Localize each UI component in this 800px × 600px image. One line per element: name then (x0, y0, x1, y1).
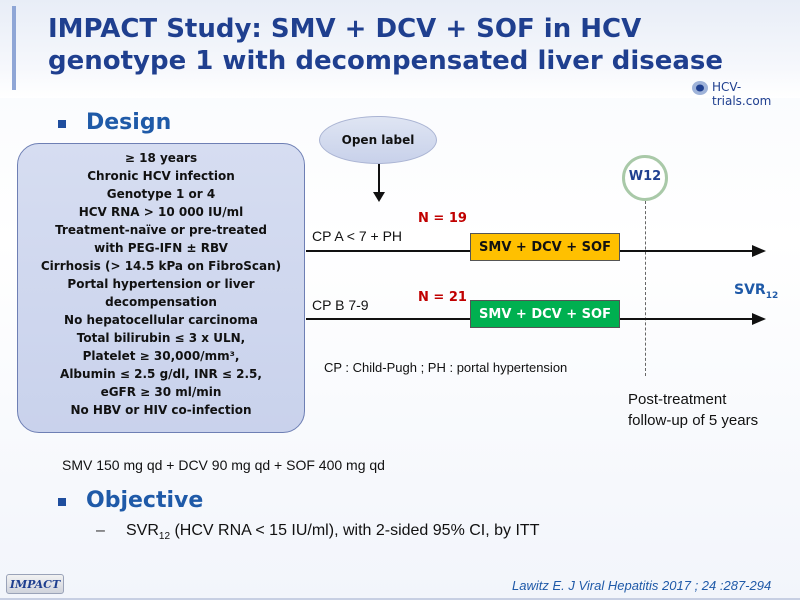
slide-title-line-2: genotype 1 with decompensated liver dise… (48, 46, 724, 76)
hcv-trials-logo-icon (692, 81, 708, 95)
bottom-rule (0, 598, 800, 600)
objective-dash: – (96, 522, 105, 539)
arm-b-arrow-icon (752, 313, 766, 325)
criteria-item: Treatment-naïve or pre-treated (55, 223, 267, 237)
design-bullet-icon (58, 120, 66, 128)
criteria-item: Genotype 1 or 4 (106, 187, 216, 201)
design-heading: Design (86, 110, 172, 135)
arm-b-label: CP B 7-9 (312, 297, 369, 313)
citation: Lawitz E. J Viral Hepatitis 2017 ; 24 :2… (512, 578, 772, 593)
objective-heading: Objective (86, 488, 204, 513)
arm-a-label: CP A < 7 + PH (312, 228, 403, 244)
arm-a-arrow-icon (752, 245, 766, 257)
svr12-endpoint-label: SVR12 (734, 282, 779, 301)
slide-title-line-1: IMPACT Study: SMV + DCV + SOF in HCV (48, 14, 642, 44)
followup-line-1: Post-treatment (628, 391, 727, 408)
criteria-item: Cirrhosis (> 14.5 kPa on FibroScan) (40, 259, 282, 273)
inclusion-criteria-box (17, 143, 305, 433)
arm-a-n: N = 19 (418, 211, 467, 226)
criteria-item: HCV RNA > 10 000 IU/ml (78, 205, 244, 219)
open-label-oval (319, 116, 437, 164)
criteria-item: No HBV or HIV co-infection (70, 403, 252, 417)
title-band (0, 0, 800, 98)
week-12-marker (622, 155, 668, 201)
criteria-item: eGFR ≥ 30 ml/min (100, 385, 222, 399)
week-12-dashed-line (645, 201, 646, 376)
arm-a-treatment-box: SMV + DCV + SOF (470, 233, 620, 261)
criteria-item: Albumin ≤ 2.5 g/dl, INR ≤ 2.5, (60, 367, 262, 381)
criteria-item: Platelet ≥ 30,000/mm³, (82, 349, 240, 363)
arm-b-treatment-box: SMV + DCV + SOF (470, 300, 620, 328)
followup-line-2: follow-up of 5 years (628, 412, 759, 429)
down-arrow-icon (373, 164, 385, 202)
dosing-regimen: SMV 150 mg qd + DCV 90 mg qd + SOF 400 m… (62, 457, 385, 473)
title-accent-bar (12, 6, 16, 90)
logo-text: HCV-trials.com (712, 80, 772, 108)
criteria-item: Total bilirubin ≤ 3 x ULN, (76, 331, 246, 345)
study-badge: IMPACT (6, 574, 64, 594)
objective-item: SVR12 (HCV RNA < 15 IU/ml), with 2-sided… (126, 522, 540, 543)
criteria-item: No hepatocellular carcinoma (64, 313, 258, 327)
objective-bullet-icon (58, 498, 66, 506)
criteria-item: ≥ 18 years (124, 151, 198, 165)
criteria-item: with PEG-IFN ± RBV (94, 241, 228, 255)
criteria-item: Chronic HCV infection (87, 169, 235, 183)
criteria-item: Portal hypertension or liver (67, 277, 255, 291)
abbreviation-note: CP : Child-Pugh ; PH : portal hypertensi… (324, 360, 568, 375)
week-12-label: W12 (628, 169, 662, 184)
arm-b-n: N = 21 (418, 290, 467, 305)
criteria-item: decompensation (105, 295, 217, 309)
open-label-text: Open label (341, 133, 415, 147)
